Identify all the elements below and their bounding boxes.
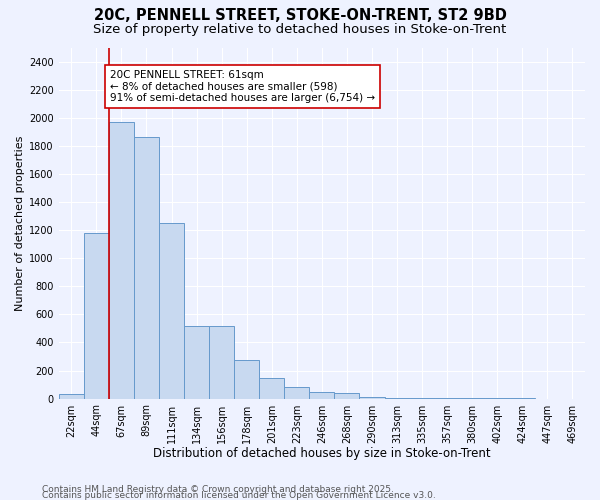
Bar (259, 378, 284, 398)
Bar (134, 138, 159, 398)
Bar (159, 223, 184, 398)
Bar (59, 394, 84, 398)
Y-axis label: Number of detached properties: Number of detached properties (15, 136, 25, 310)
Bar (234, 360, 259, 399)
Bar (334, 393, 359, 398)
X-axis label: Distribution of detached houses by size in Stoke-on-Trent: Distribution of detached houses by size … (153, 447, 491, 460)
Bar (284, 386, 310, 398)
Text: 20C, PENNELL STREET, STOKE-ON-TRENT, ST2 9BD: 20C, PENNELL STREET, STOKE-ON-TRENT, ST2… (94, 8, 506, 22)
Text: Contains HM Land Registry data © Crown copyright and database right 2025.: Contains HM Land Registry data © Crown c… (42, 485, 394, 494)
Text: 20C PENNELL STREET: 61sqm
← 8% of detached houses are smaller (598)
91% of semi-: 20C PENNELL STREET: 61sqm ← 8% of detach… (110, 70, 375, 103)
Bar (109, 122, 134, 398)
Text: Contains public sector information licensed under the Open Government Licence v3: Contains public sector information licen… (42, 490, 436, 500)
Bar (310, 392, 334, 398)
Bar (209, 326, 234, 398)
Bar (359, 397, 385, 398)
Text: Size of property relative to detached houses in Stoke-on-Trent: Size of property relative to detached ho… (94, 22, 506, 36)
Bar (184, 326, 209, 398)
Bar (84, 233, 109, 398)
